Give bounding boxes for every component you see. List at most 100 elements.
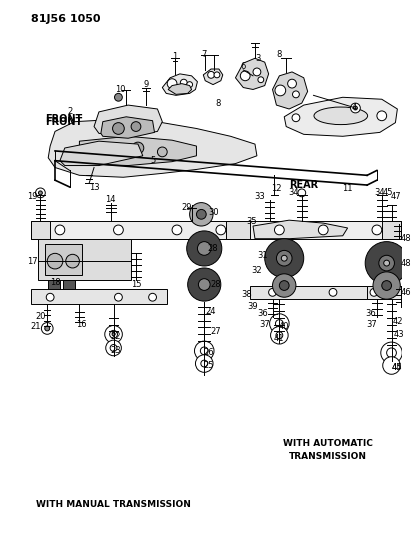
Circle shape bbox=[329, 288, 337, 296]
Circle shape bbox=[382, 281, 392, 290]
Circle shape bbox=[277, 251, 292, 266]
Text: 37: 37 bbox=[367, 320, 377, 329]
Circle shape bbox=[106, 340, 121, 356]
Polygon shape bbox=[284, 98, 397, 136]
Circle shape bbox=[101, 143, 116, 159]
Circle shape bbox=[351, 103, 360, 113]
Circle shape bbox=[387, 348, 396, 358]
Text: 40: 40 bbox=[279, 322, 289, 331]
Bar bbox=[39, 239, 131, 280]
Text: 29: 29 bbox=[181, 203, 192, 212]
Circle shape bbox=[265, 239, 304, 278]
Text: 4: 4 bbox=[352, 102, 357, 111]
Circle shape bbox=[113, 225, 123, 235]
Circle shape bbox=[180, 79, 187, 86]
Circle shape bbox=[276, 332, 283, 338]
Text: 20: 20 bbox=[35, 312, 46, 321]
Circle shape bbox=[66, 254, 79, 268]
Bar bbox=[250, 221, 401, 239]
Circle shape bbox=[196, 355, 213, 373]
Circle shape bbox=[196, 209, 206, 219]
Text: 12: 12 bbox=[271, 184, 282, 193]
Text: 16: 16 bbox=[76, 320, 87, 329]
Polygon shape bbox=[48, 119, 257, 177]
Text: 46: 46 bbox=[401, 288, 411, 297]
Bar bbox=[367, 286, 401, 299]
Text: 3: 3 bbox=[255, 54, 261, 63]
Text: 30: 30 bbox=[209, 208, 219, 217]
Circle shape bbox=[275, 320, 283, 327]
Text: WITH MANUAL TRANSMISSION: WITH MANUAL TRANSMISSION bbox=[36, 500, 191, 510]
Circle shape bbox=[189, 203, 213, 226]
Text: 7: 7 bbox=[201, 50, 207, 59]
Circle shape bbox=[275, 85, 286, 96]
Polygon shape bbox=[168, 84, 192, 94]
Text: 41: 41 bbox=[273, 334, 284, 343]
Circle shape bbox=[379, 255, 395, 271]
Text: 43: 43 bbox=[394, 330, 405, 339]
Text: 19: 19 bbox=[28, 192, 38, 201]
Circle shape bbox=[46, 293, 54, 301]
Text: 24: 24 bbox=[206, 308, 216, 317]
Circle shape bbox=[275, 225, 284, 235]
Text: 31: 31 bbox=[257, 251, 268, 260]
Text: 9: 9 bbox=[143, 80, 148, 89]
Text: 15: 15 bbox=[131, 280, 141, 289]
Text: 2: 2 bbox=[67, 108, 72, 116]
Bar bbox=[31, 289, 167, 304]
Text: 32: 32 bbox=[252, 266, 262, 276]
Text: 33: 33 bbox=[254, 192, 265, 201]
Polygon shape bbox=[226, 221, 255, 239]
Circle shape bbox=[110, 344, 117, 351]
Circle shape bbox=[199, 279, 210, 290]
Circle shape bbox=[270, 314, 289, 333]
Text: 39: 39 bbox=[248, 302, 259, 311]
Circle shape bbox=[188, 268, 221, 301]
Text: 35: 35 bbox=[247, 216, 257, 225]
Text: 6: 6 bbox=[240, 62, 246, 70]
Text: 25: 25 bbox=[203, 361, 213, 370]
Polygon shape bbox=[162, 74, 197, 95]
Circle shape bbox=[42, 322, 53, 334]
Circle shape bbox=[298, 189, 306, 197]
Text: 22: 22 bbox=[110, 332, 121, 341]
Circle shape bbox=[47, 253, 63, 269]
Circle shape bbox=[377, 111, 387, 120]
Text: 1: 1 bbox=[172, 52, 178, 61]
Polygon shape bbox=[94, 105, 162, 136]
Text: 13: 13 bbox=[89, 182, 99, 191]
Circle shape bbox=[216, 225, 226, 235]
Text: 37: 37 bbox=[259, 320, 270, 329]
Text: 45: 45 bbox=[392, 363, 403, 372]
Circle shape bbox=[187, 82, 192, 87]
Circle shape bbox=[258, 77, 264, 83]
Text: 8: 8 bbox=[215, 99, 221, 108]
Text: 36: 36 bbox=[366, 309, 376, 318]
Circle shape bbox=[270, 327, 288, 344]
Text: 28: 28 bbox=[211, 280, 221, 289]
Text: 27: 27 bbox=[211, 327, 221, 336]
Circle shape bbox=[39, 191, 42, 195]
Text: REAR: REAR bbox=[289, 180, 318, 190]
Circle shape bbox=[113, 123, 124, 134]
Text: FRONT: FRONT bbox=[45, 117, 83, 127]
Circle shape bbox=[272, 274, 296, 297]
Text: 23: 23 bbox=[110, 346, 121, 356]
Polygon shape bbox=[236, 58, 269, 90]
Circle shape bbox=[383, 357, 400, 374]
Circle shape bbox=[319, 225, 328, 235]
Text: 11: 11 bbox=[342, 184, 353, 193]
Circle shape bbox=[384, 260, 390, 266]
Bar bbox=[48, 280, 60, 289]
Text: 10: 10 bbox=[115, 85, 126, 94]
Circle shape bbox=[253, 68, 261, 76]
Text: 48: 48 bbox=[401, 234, 411, 243]
Circle shape bbox=[187, 231, 222, 266]
Text: 42: 42 bbox=[393, 317, 404, 326]
Text: 48: 48 bbox=[401, 259, 411, 268]
Text: 8: 8 bbox=[277, 50, 282, 59]
Circle shape bbox=[370, 288, 378, 296]
Text: 5: 5 bbox=[150, 156, 155, 165]
Circle shape bbox=[381, 342, 402, 364]
Circle shape bbox=[194, 341, 214, 361]
